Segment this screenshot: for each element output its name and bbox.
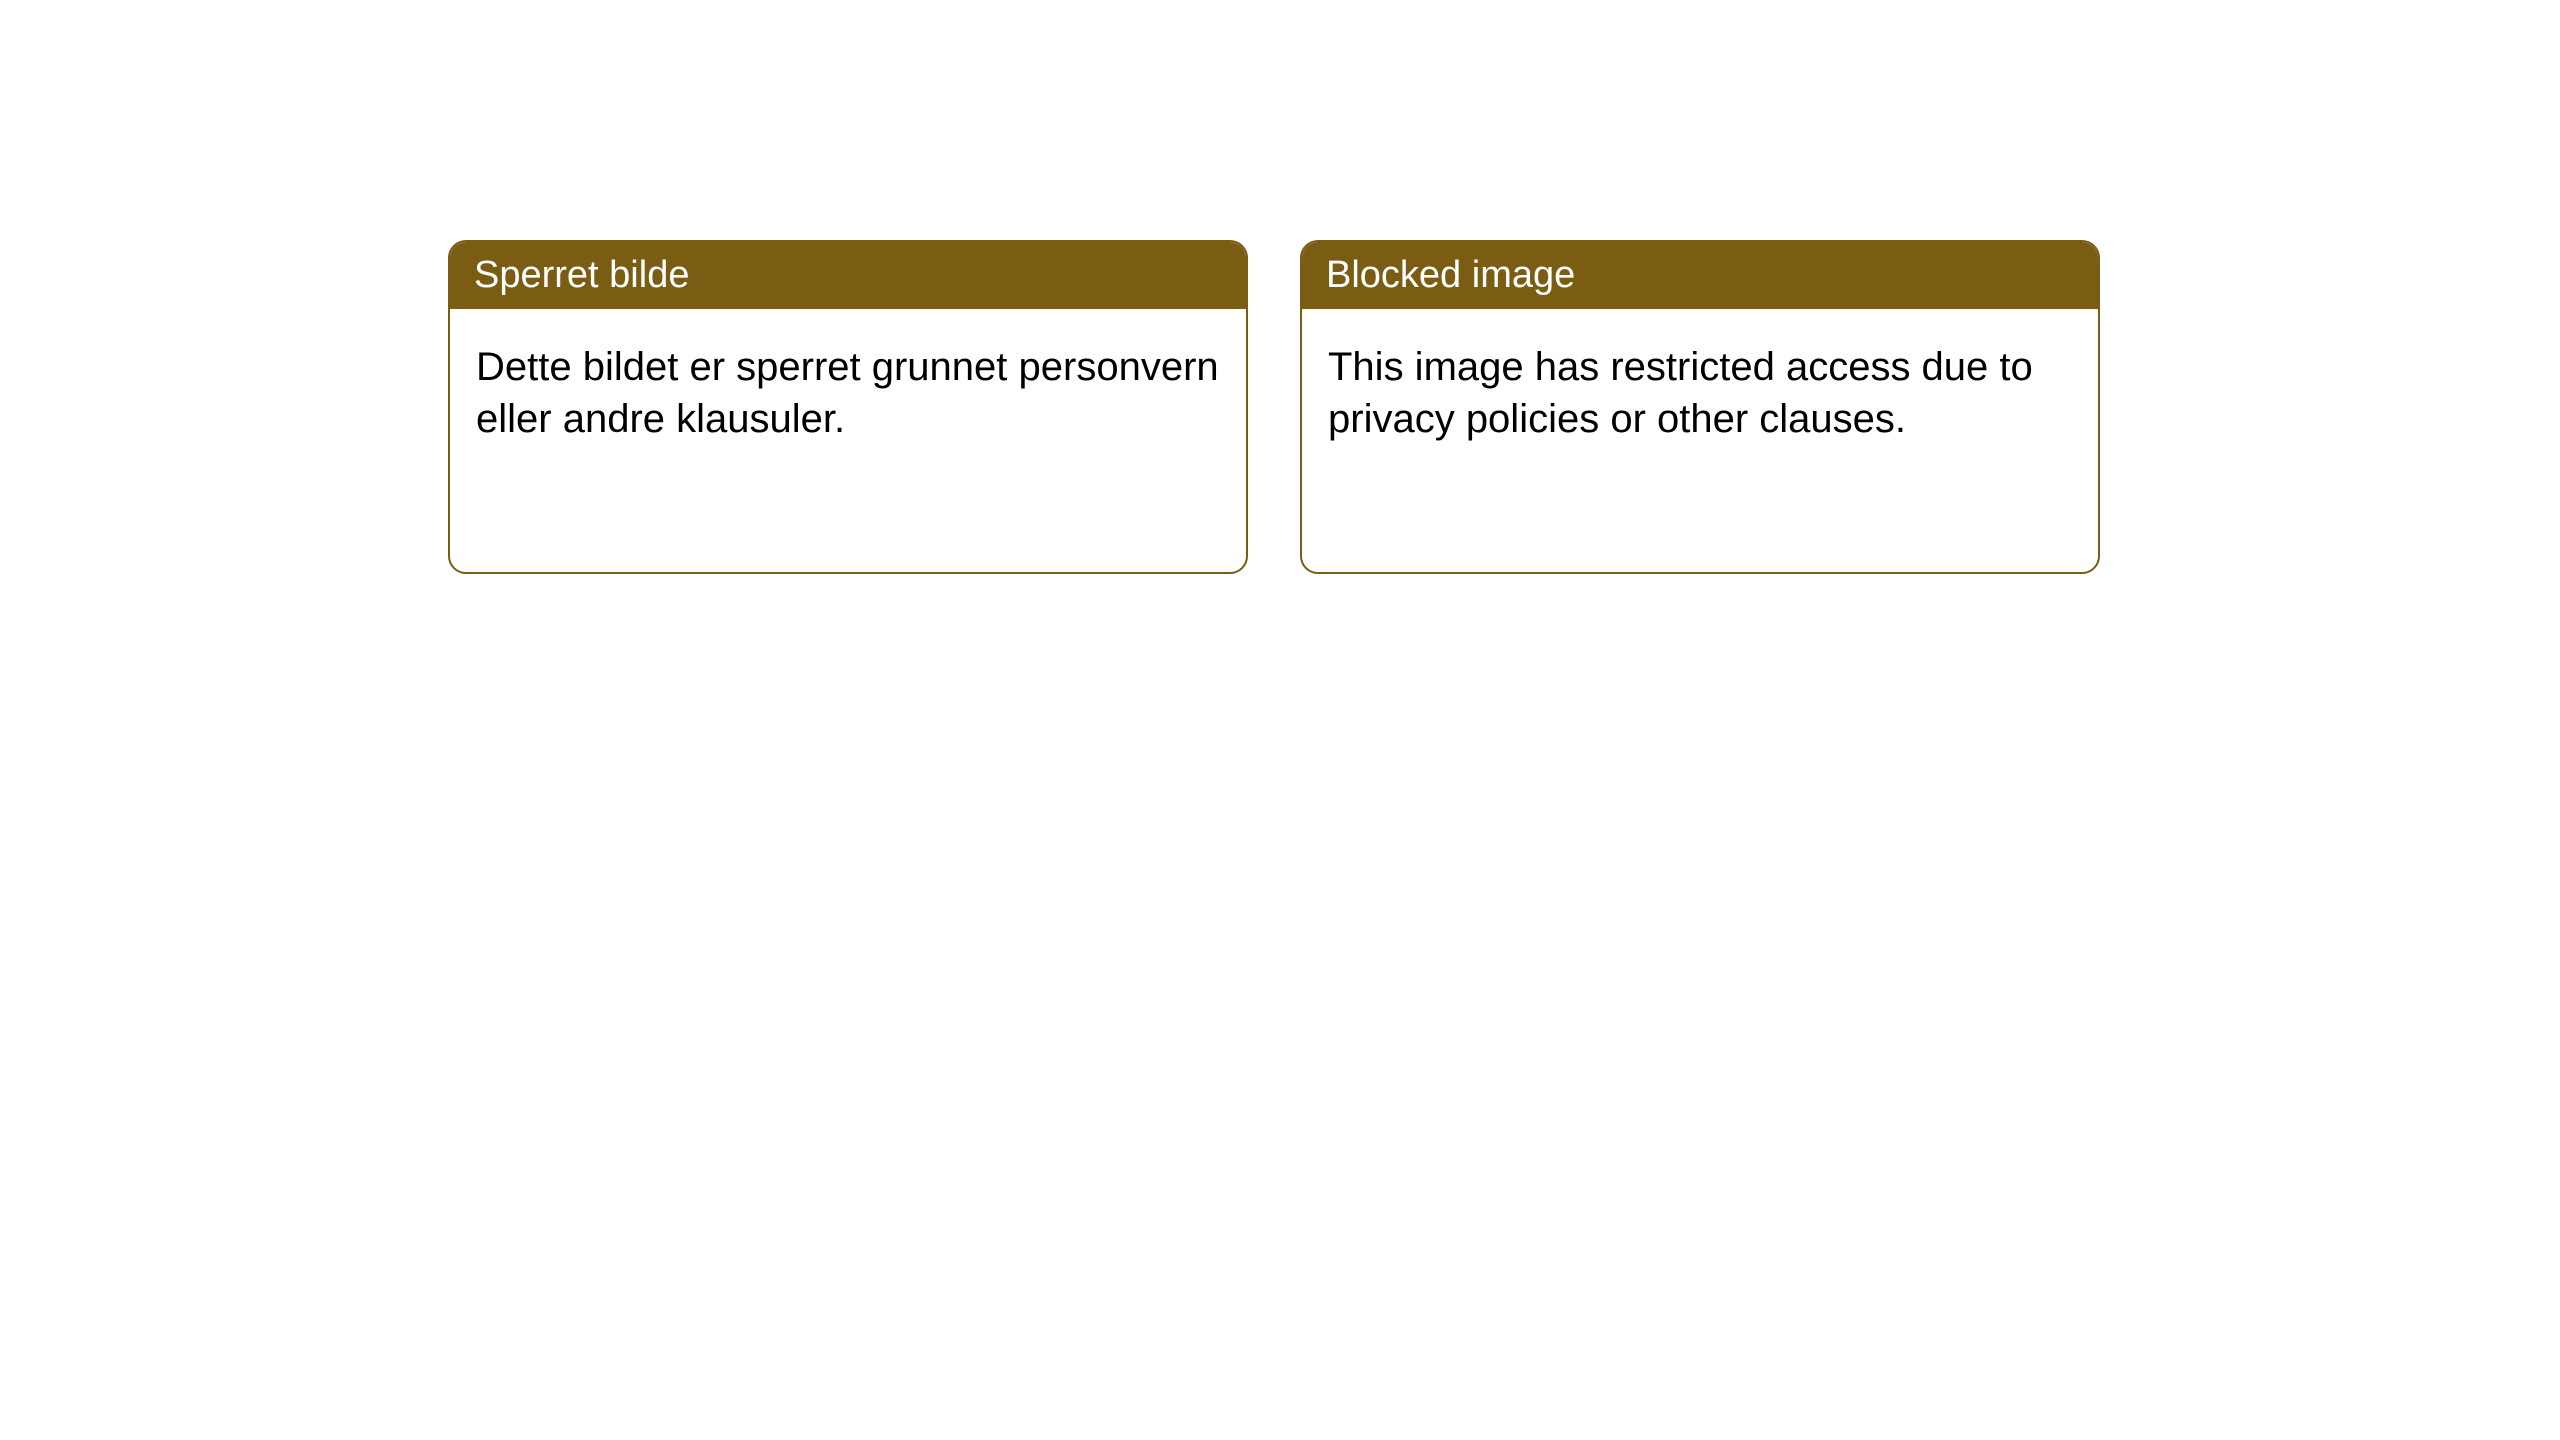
notice-container: Sperret bilde Dette bildet er sperret gr… xyxy=(448,240,2100,574)
notice-title: Sperret bilde xyxy=(450,242,1246,309)
notice-title: Blocked image xyxy=(1302,242,2098,309)
notice-body: Dette bildet er sperret grunnet personve… xyxy=(450,309,1246,477)
notice-body: This image has restricted access due to … xyxy=(1302,309,2098,477)
notice-card-english: Blocked image This image has restricted … xyxy=(1300,240,2100,574)
notice-card-norwegian: Sperret bilde Dette bildet er sperret gr… xyxy=(448,240,1248,574)
